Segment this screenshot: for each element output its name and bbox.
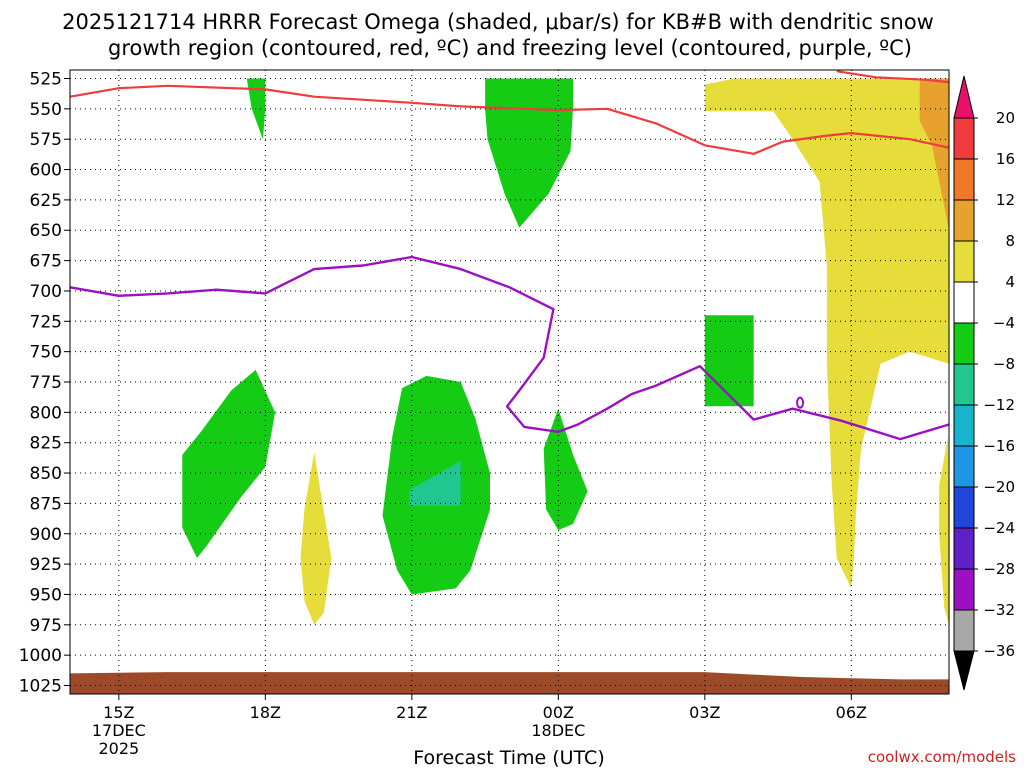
omega-region-3 — [704, 315, 754, 407]
y-tick-label: 700 — [30, 282, 62, 302]
y-tick-label: 925 — [30, 555, 62, 575]
omega-region-1 — [246, 78, 266, 140]
freezing-level-line — [69, 255, 950, 441]
colorbar-segment — [953, 158, 975, 201]
dgz-contour-line-2 — [836, 70, 950, 84]
omega-region-8 — [300, 452, 332, 625]
colorbar-segment — [953, 486, 975, 529]
freezing-level-contour — [69, 255, 950, 441]
y-tick-label: 975 — [30, 616, 62, 636]
y-tick-label: 850 — [30, 464, 62, 484]
x-tick-label: 06Z — [836, 703, 867, 722]
y-tick-label: 800 — [30, 403, 62, 423]
y-tick-label: 1025 — [19, 677, 62, 697]
y-tick-label: 600 — [30, 161, 62, 181]
chart-title-line-2: growth region (contoured, red, ºC) and f… — [108, 36, 912, 60]
omega-region-11 — [919, 78, 949, 231]
x-tick-date-label: 17DEC — [92, 721, 146, 740]
colorbar-label: −8 — [993, 355, 1015, 373]
y-tick-label: 875 — [30, 494, 62, 514]
colorbar-label: 12 — [996, 191, 1015, 209]
omega-shading — [182, 78, 949, 625]
y-axis-ticks: 525 550 575 600 625 650 675 700 725 750 775 800 825 8… — [19, 69, 70, 697]
colorbar-label: −24 — [983, 519, 1015, 537]
x-tick-label: 03Z — [689, 703, 720, 722]
colorbar-segment — [953, 404, 975, 447]
chart-title-line-1: 2025121714 HRRR Forecast Omega (shaded, … — [62, 10, 934, 34]
colorbar-bottom-arrow — [953, 650, 975, 691]
y-tick-label: 550 — [30, 100, 62, 120]
y-tick-label: 650 — [30, 221, 62, 241]
omega-region-4 — [182, 369, 276, 558]
x-tick-label: 15Z — [103, 703, 134, 722]
colorbar-segment — [953, 527, 975, 570]
colorbar-top-arrow — [953, 75, 975, 119]
credit-text: coolwx.com/models — [868, 748, 1016, 766]
colorbar-segment — [953, 363, 975, 406]
x-tick-year-label: 2025 — [98, 739, 139, 758]
colorbar: 20 16 12 8 4 −4 −8 −12 −16 −20 −24 −28 −32 −36 — [953, 75, 1015, 691]
y-tick-label: 675 — [30, 252, 62, 272]
y-tick-label: 950 — [30, 585, 62, 605]
dgz-contours — [69, 70, 950, 155]
y-tick-label: 1000 — [19, 646, 62, 666]
omega-region-9 — [704, 78, 949, 589]
colorbar-label: 8 — [1005, 232, 1015, 250]
colorbar-label: 20 — [996, 109, 1015, 127]
y-tick-label: 775 — [30, 373, 62, 393]
y-tick-label: 725 — [30, 312, 62, 332]
gridlines — [70, 70, 949, 694]
omega-region-2 — [485, 78, 573, 228]
colorbar-label: −36 — [983, 642, 1015, 660]
omega-region-10 — [939, 436, 949, 625]
x-tick-label: 00Z — [543, 703, 574, 722]
y-tick-label: 575 — [30, 130, 62, 150]
y-tick-label: 900 — [30, 525, 62, 545]
colorbar-label: 4 — [1005, 273, 1015, 291]
colorbar-segment — [953, 568, 975, 611]
x-axis-label: Forecast Time (UTC) — [413, 747, 604, 768]
colorbar-label: −4 — [993, 314, 1015, 332]
terrain-area — [70, 672, 949, 694]
x-tick-label: 21Z — [396, 703, 427, 722]
colorbar-segment — [953, 281, 975, 324]
colorbar-segment — [953, 445, 975, 488]
colorbar-label: −20 — [983, 478, 1015, 496]
colorbar-segment — [953, 240, 975, 283]
colorbar-segment — [953, 609, 975, 652]
y-tick-label: 625 — [30, 191, 62, 211]
freezing-level-loop — [796, 396, 805, 409]
dgz-contour-line-1 — [69, 84, 950, 155]
y-tick-label: 750 — [30, 343, 62, 363]
omega-region-6 — [409, 460, 461, 506]
x-tick-date-label: 18DEC — [531, 721, 585, 740]
colorbar-label: 16 — [996, 150, 1015, 168]
terrain-fill — [70, 672, 949, 694]
colorbar-label: −16 — [983, 437, 1015, 455]
omega-region-7 — [543, 408, 588, 531]
x-tick-label: 18Z — [250, 703, 281, 722]
colorbar-label: −28 — [983, 560, 1015, 578]
colorbar-label: −12 — [983, 396, 1015, 414]
colorbar-label: −32 — [983, 601, 1015, 619]
y-tick-label: 525 — [30, 69, 62, 89]
y-tick-label: 825 — [30, 434, 62, 454]
colorbar-segment — [953, 322, 975, 365]
colorbar-segment — [953, 117, 975, 160]
colorbar-segment — [953, 199, 975, 242]
